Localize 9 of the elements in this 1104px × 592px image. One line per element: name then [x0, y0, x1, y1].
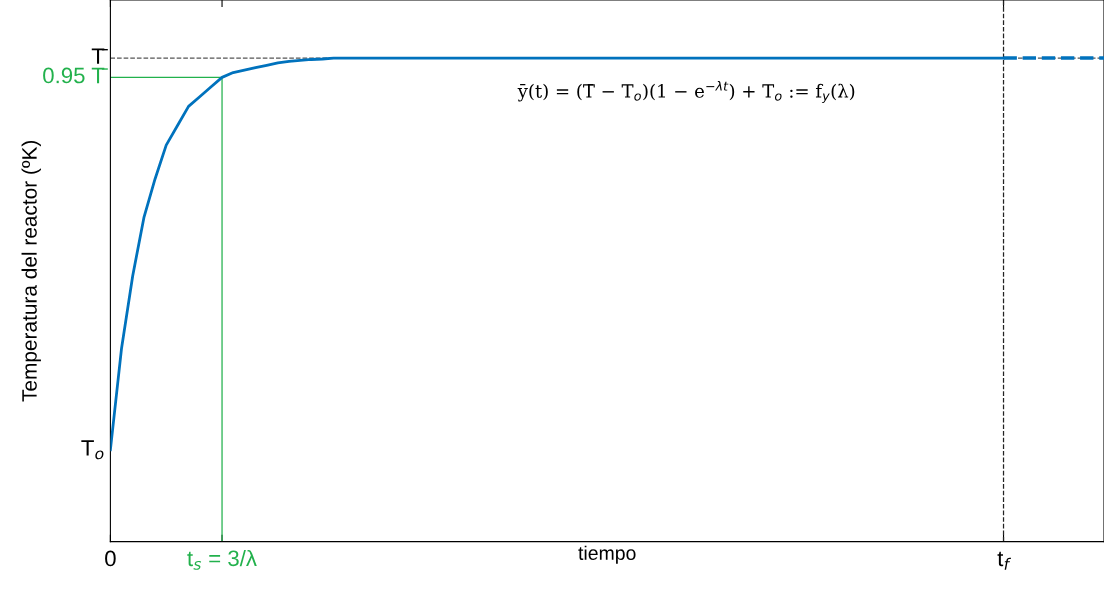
x-tick-label: t$_{f}$ [997, 551, 1012, 570]
x-tick-label: 0 [105, 550, 116, 567]
text: ȳ(t) = (T̄ − T$_{o}$)(1 − e$^{−λt}$) + T$_{o}$ := f$_{y}$(λ) [517, 80, 855, 104]
x-axis-title: tiempo [578, 545, 636, 564]
y-axis-title: Temperatura del reactor (ºK) [21, 140, 41, 402]
x-tick-label: t$_{s}$ = 3/λ [187, 549, 257, 570]
text: T$_{o}$ [81, 440, 104, 460]
ref-line-label: T̄ [91, 48, 108, 64]
ref-line-label: 0.95 T̄ [43, 67, 108, 84]
